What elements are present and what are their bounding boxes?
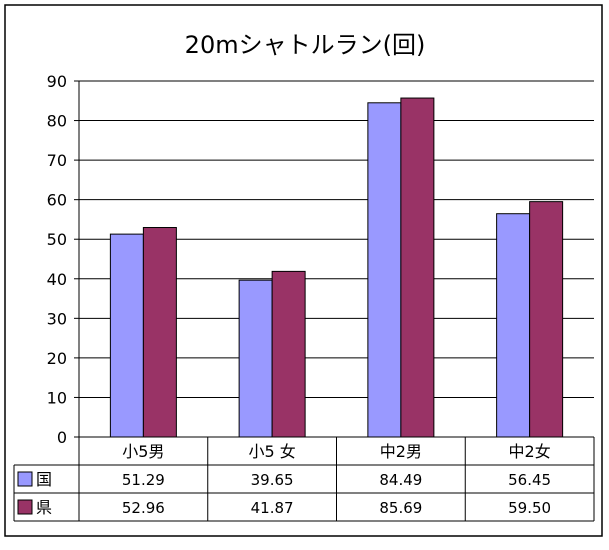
chart-title: 20mシャトルラン(回) xyxy=(185,31,426,59)
bar-国-小5男 xyxy=(109,233,144,438)
bar-国-中2女 xyxy=(496,213,531,438)
data-label: 51.29 xyxy=(122,471,165,489)
y-tick-label: 60 xyxy=(47,191,67,210)
data-label: 85.69 xyxy=(379,499,422,517)
axes xyxy=(74,80,80,438)
bar-県-中2男 xyxy=(400,97,435,438)
bar-県-中2女 xyxy=(529,201,564,438)
legend-swatch xyxy=(17,471,33,487)
data-label: 39.65 xyxy=(251,471,294,489)
data-label: 59.50 xyxy=(508,499,551,517)
bar-県-小5男 xyxy=(142,227,177,438)
bar-県-小5 女 xyxy=(271,270,306,438)
y-tick-label: 70 xyxy=(47,151,67,170)
y-tick-label: 20 xyxy=(47,349,67,368)
legend-label: 国 xyxy=(36,470,52,489)
bars xyxy=(109,97,564,438)
y-tick-label: 0 xyxy=(57,428,67,447)
x-tick-label: 中2男 xyxy=(380,442,422,461)
legend-swatch xyxy=(17,499,33,515)
x-tick-label: 中2女 xyxy=(509,442,551,461)
y-tick-label: 80 xyxy=(47,112,67,131)
y-tick-label: 40 xyxy=(47,270,67,289)
y-tick-label: 90 xyxy=(47,72,67,91)
x-tick-label: 小5男 xyxy=(122,442,164,461)
bar-国-小5 女 xyxy=(238,279,273,438)
y-tick-label: 30 xyxy=(47,309,67,328)
data-label: 56.45 xyxy=(508,471,551,489)
data-label: 84.49 xyxy=(379,471,422,489)
data-label: 41.87 xyxy=(251,499,294,517)
y-tick-label: 50 xyxy=(47,230,67,249)
y-tick-label: 10 xyxy=(47,388,67,407)
legend-label: 県 xyxy=(36,498,52,517)
y-tick-labels: 0 10 20 30 40 50 60 70 80 90 xyxy=(47,72,67,447)
bar-国-中2男 xyxy=(367,102,402,438)
data-label: 52.96 xyxy=(122,499,165,517)
x-tick-label: 小5 女 xyxy=(248,442,295,461)
